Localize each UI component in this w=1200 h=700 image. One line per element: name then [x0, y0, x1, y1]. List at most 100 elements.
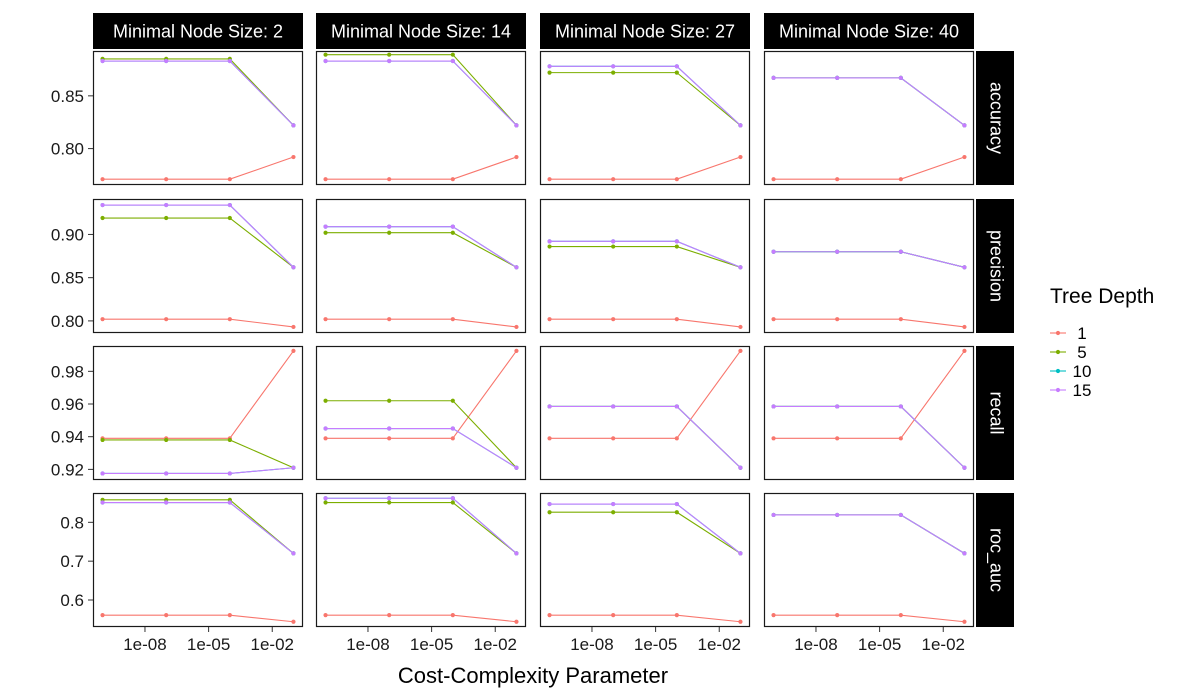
x-tick-label: 1e-08 — [570, 635, 613, 654]
data-point — [962, 348, 967, 353]
legend-title: Tree Depth — [1050, 285, 1154, 308]
series-line — [549, 350, 741, 439]
data-point — [674, 177, 679, 182]
panel-background — [93, 493, 303, 627]
data-point — [164, 202, 169, 208]
column-strip-label: Minimal Node Size: 27 — [555, 22, 735, 42]
series-line — [325, 54, 517, 126]
row-strip-label: roc_auc — [985, 528, 1006, 592]
data-point — [227, 177, 232, 182]
panel-border — [539, 345, 751, 481]
panel-roc_auc-1 — [315, 492, 527, 628]
panel-background — [316, 493, 526, 627]
series-line — [325, 400, 517, 469]
panel-background — [540, 493, 750, 627]
series-line — [549, 240, 741, 268]
data-point — [962, 324, 967, 330]
column-strip-label: Minimal Node Size: 2 — [113, 22, 283, 42]
y-tick-label: 0.90 — [51, 225, 84, 244]
panel-border — [92, 50, 304, 186]
legend-item: 15 — [1050, 381, 1091, 400]
data-point — [291, 265, 296, 270]
panel-border — [539, 50, 751, 186]
legend-label: 10 — [1073, 362, 1092, 381]
panel-border — [315, 492, 527, 628]
panel-background — [764, 199, 974, 333]
x-tick-label: 1e-02 — [474, 635, 517, 654]
column-strip — [764, 13, 974, 49]
series-line — [102, 439, 294, 469]
data-point — [323, 613, 328, 618]
panel-roc_auc-3 — [763, 492, 975, 628]
row-strip — [976, 493, 1014, 627]
data-point — [674, 501, 679, 507]
row-strip — [976, 199, 1014, 333]
data-point — [100, 437, 105, 443]
series-line — [773, 318, 965, 328]
data-point — [962, 465, 967, 470]
data-point — [738, 154, 743, 160]
panel-precision-2 — [539, 198, 751, 334]
series-line — [325, 226, 517, 268]
data-point — [227, 471, 232, 476]
data-point — [291, 123, 296, 128]
data-point — [738, 123, 743, 128]
data-point — [835, 404, 840, 409]
data-point — [323, 52, 328, 57]
data-point — [674, 436, 679, 441]
data-point — [611, 501, 616, 507]
column-strip — [540, 13, 750, 49]
data-point — [835, 613, 840, 618]
x-tick-label: 1e-02 — [922, 635, 965, 654]
legend-key-point — [1055, 349, 1061, 355]
x-tick-label: 1e-05 — [858, 635, 901, 654]
series-line — [102, 501, 294, 554]
panel-background — [93, 51, 303, 185]
legend-label: 5 — [1077, 343, 1086, 362]
data-point — [738, 324, 743, 330]
panel-background — [764, 346, 974, 480]
series-line — [102, 350, 294, 439]
x-tick-label: 1e-02 — [251, 635, 294, 654]
y-tick-label: 0.94 — [51, 428, 84, 447]
data-point — [547, 510, 552, 515]
column-strip — [93, 13, 303, 49]
y-tick-label: 0.85 — [51, 87, 84, 106]
data-point — [611, 64, 616, 69]
data-point — [387, 52, 392, 57]
panel-background — [316, 51, 526, 185]
y-tick-label: 0.6 — [60, 591, 84, 610]
data-point — [291, 619, 296, 624]
data-point — [547, 501, 552, 507]
series-line — [549, 65, 741, 126]
data-point — [164, 437, 169, 443]
series-line — [102, 217, 294, 268]
data-point — [387, 436, 392, 441]
data-point — [450, 52, 455, 57]
x-tick-label: 1e-05 — [187, 635, 230, 654]
data-point — [227, 613, 232, 618]
panel-precision-0 — [92, 198, 304, 334]
series-line — [773, 614, 965, 623]
panel-background — [764, 51, 974, 185]
legend-key-point — [1055, 387, 1061, 393]
row-strip — [976, 51, 1014, 185]
data-point — [898, 404, 903, 409]
data-point — [771, 436, 776, 441]
y-tick-label: 0.98 — [51, 362, 84, 381]
data-point — [100, 177, 105, 182]
series-line — [102, 204, 294, 268]
data-point — [291, 324, 296, 330]
series-line — [325, 497, 517, 554]
data-point — [100, 500, 105, 505]
data-point — [898, 613, 903, 618]
data-point — [771, 249, 776, 254]
series-line — [549, 503, 741, 554]
data-point — [291, 465, 296, 470]
data-point — [227, 437, 232, 443]
data-point — [547, 64, 552, 69]
data-point — [291, 551, 296, 556]
data-point — [611, 613, 616, 618]
data-point — [323, 224, 328, 229]
data-point — [323, 500, 328, 505]
